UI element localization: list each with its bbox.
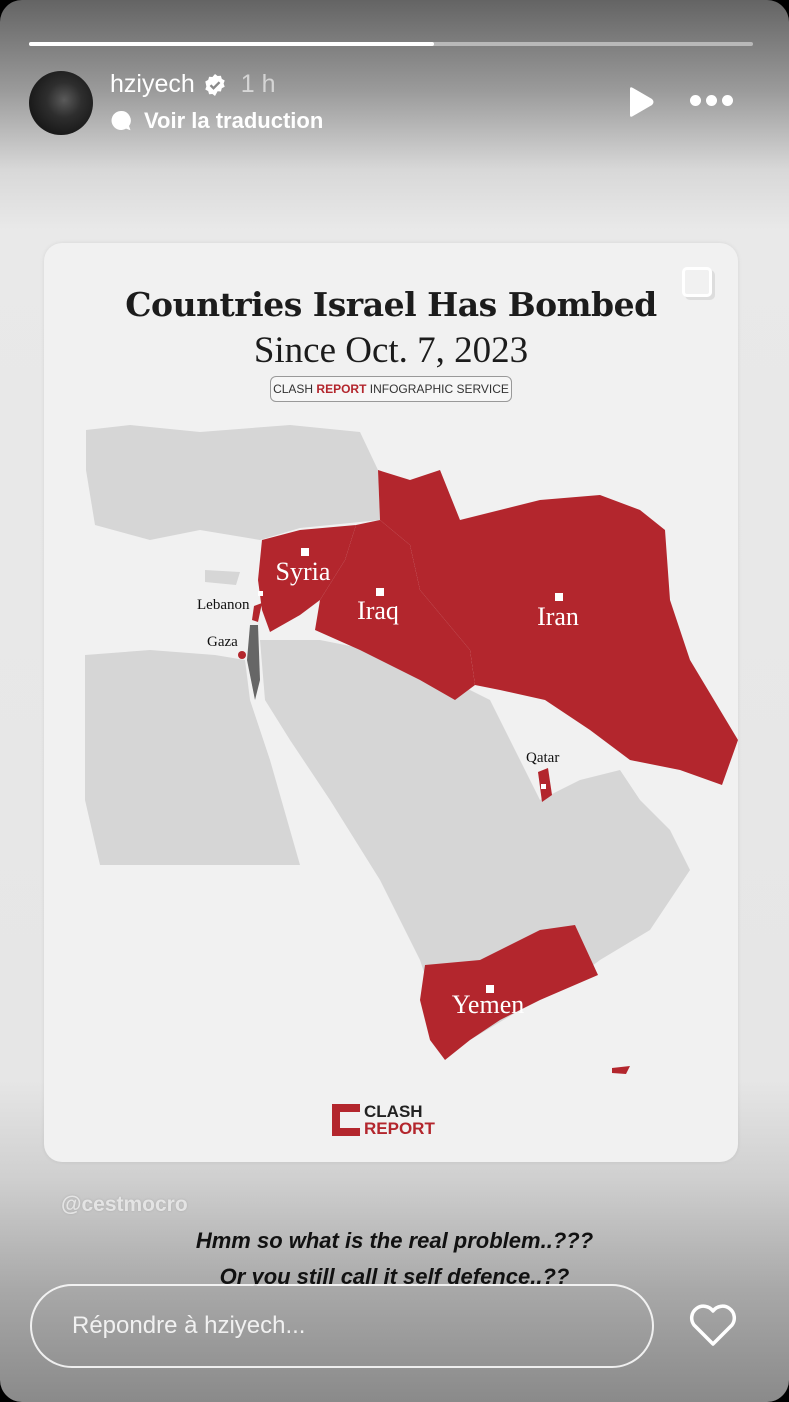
caption-line-1: Hmm so what is the real problem..??? [195,1228,594,1253]
land-mass [85,425,690,1040]
username[interactable]: hziyech [110,70,195,98]
socotra [612,1066,630,1074]
highlighted-countries [238,470,738,1074]
israel-territory [247,625,260,700]
gaza-marker [238,651,246,659]
country-yemen [420,925,598,1060]
translate-label: Voir la traduction [144,108,324,133]
label-qatar: Qatar [526,750,559,766]
infographic-title: Countries Israel Has Bombed [125,285,657,324]
verified-badge-icon [205,73,225,96]
progress-fill [29,42,435,46]
label-yemen: Yemen [452,990,524,1019]
label-syria: Syria [276,557,331,586]
post-image: Countries Israel Has Bombed Since Oct. 7… [44,243,738,1162]
map: Syria Iraq Iran Yemen Lebanon Gaza Qatar [85,425,738,1074]
label-iraq: Iraq [357,596,399,625]
more-icon[interactable] [690,95,733,106]
story-time: 1 h [240,70,276,98]
clash-report-logo: CLASH REPORT [332,1103,435,1137]
translate-button[interactable]: Voir la traduction [110,108,323,134]
watermark: @cestmocro [61,1193,188,1216]
speech-bubble-icon [111,110,131,131]
country-iran [378,470,738,785]
caption-line-2: Or you still call it self defence..?? [219,1264,570,1286]
country-syria [258,525,356,632]
label-iran: Iran [537,602,579,631]
copy-icon [682,267,712,297]
play-icon[interactable] [626,86,656,118]
infographic-subtitle: Since Oct. 7, 2023 [253,330,529,371]
avatar[interactable] [29,71,93,135]
story-header-user: hziyech 1 h [110,70,276,99]
label-gaza: Gaza [207,634,238,650]
story-progress-bar [29,42,753,46]
country-iraq [315,520,475,700]
reply-input[interactable] [30,1284,654,1368]
source-badge: CLASH REPORT INFOGRAPHIC SERVICE [270,376,512,402]
country-lebanon [252,603,262,622]
heart-icon[interactable] [688,1304,738,1348]
label-lebanon: Lebanon [197,597,250,613]
capital-markers [258,548,563,993]
